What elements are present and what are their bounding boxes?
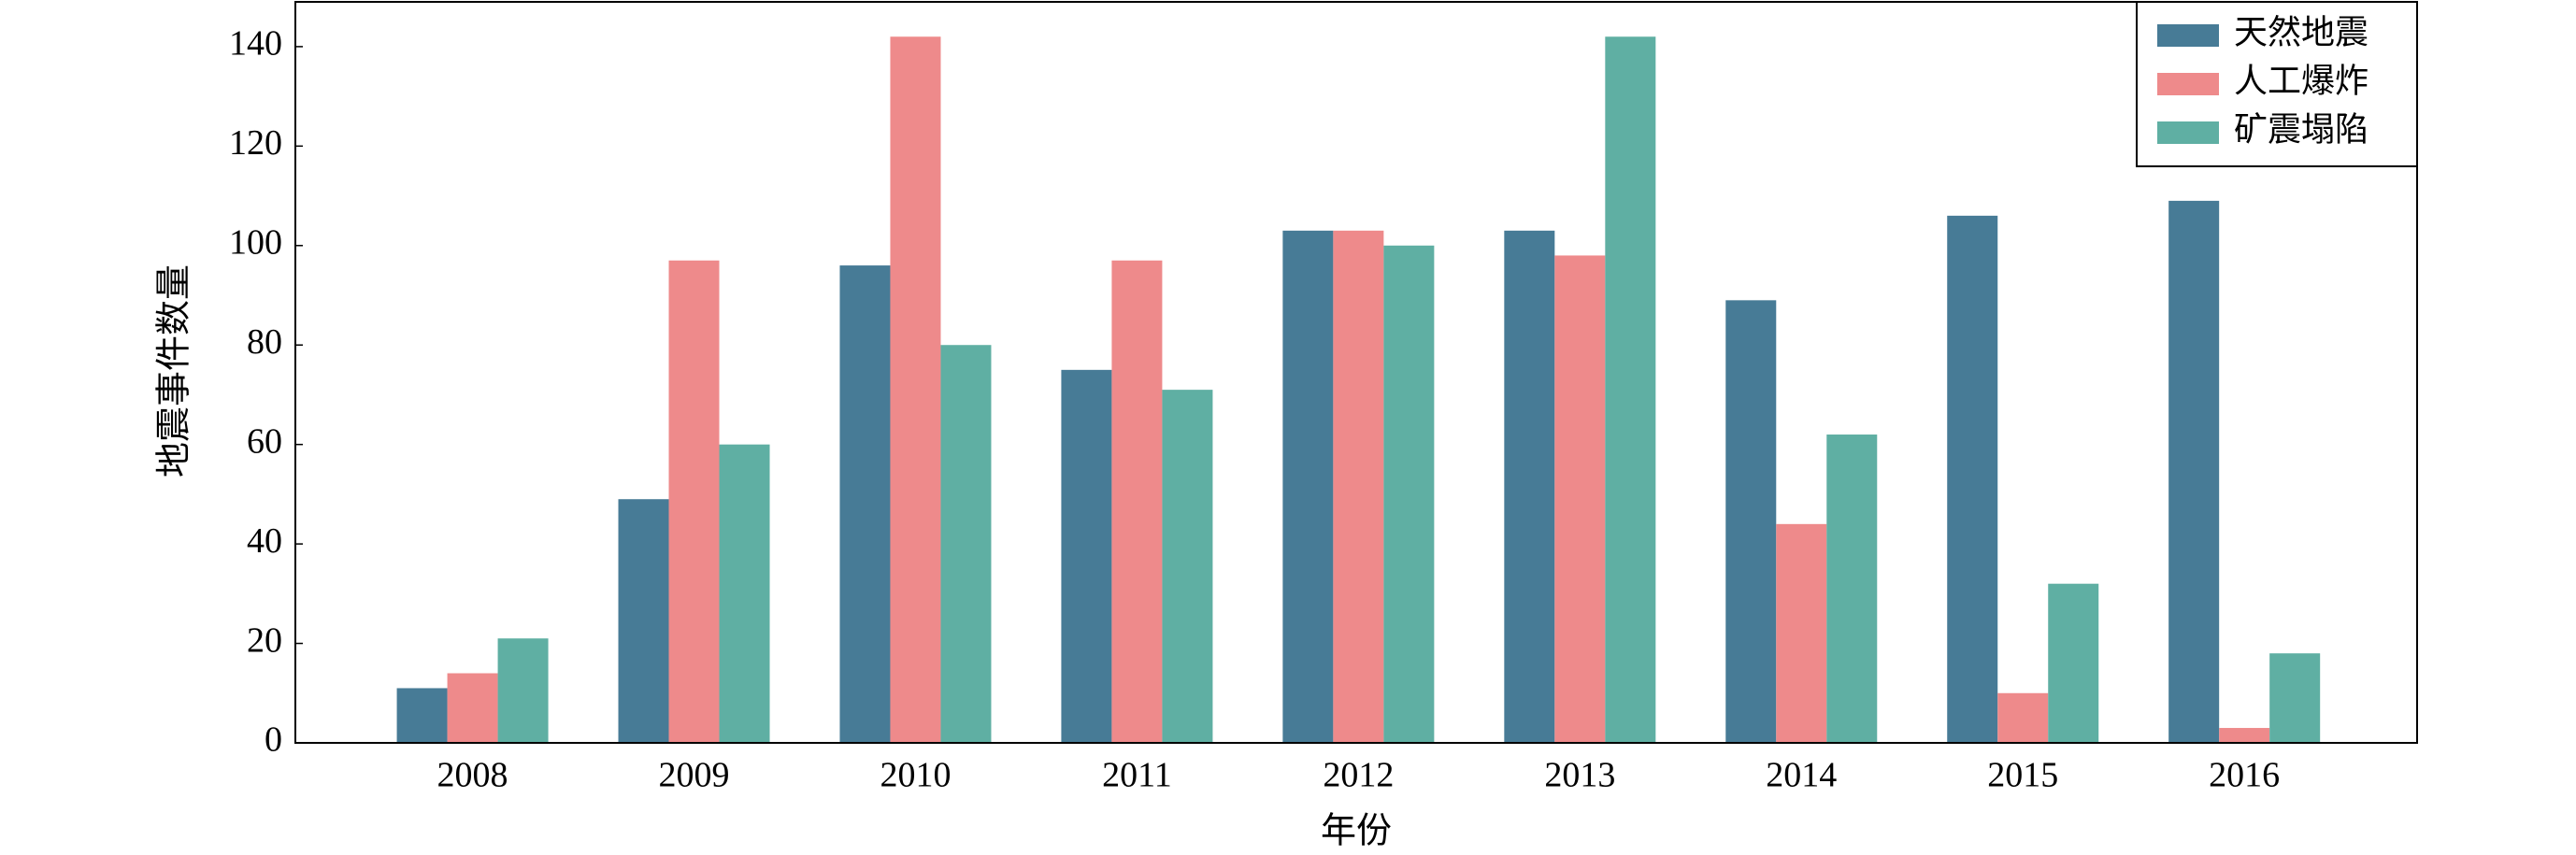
y-tick-label: 120: [229, 123, 282, 163]
bar: [668, 260, 720, 743]
bar: [1725, 300, 1777, 743]
bar: [1061, 369, 1112, 743]
bar: [1947, 215, 1998, 743]
legend-swatch: [2157, 24, 2219, 47]
y-tick-label: 40: [247, 521, 282, 561]
bar: [447, 673, 498, 743]
bar: [890, 36, 941, 744]
bar: [1111, 260, 1163, 743]
legend-label: 人工爆炸: [2234, 62, 2368, 99]
bar: [497, 638, 549, 743]
x-tick-label: 2008: [437, 756, 508, 795]
bar: [1162, 390, 1213, 743]
x-axis-label: 年份: [1321, 812, 1392, 851]
bar: [1282, 230, 1334, 743]
y-tick-label: 100: [229, 223, 282, 263]
x-tick-label: 2016: [2209, 756, 2280, 795]
bar: [618, 499, 669, 743]
x-tick-label: 2011: [1102, 756, 1172, 795]
y-axis-label: 地震事件数量: [155, 264, 194, 477]
bar: [1776, 523, 1827, 743]
bar: [2219, 728, 2270, 743]
legend-label: 矿震塌陷: [2234, 110, 2368, 148]
x-tick-label: 2015: [1987, 756, 2058, 795]
y-tick-label: 60: [247, 421, 282, 461]
bar: [2269, 653, 2321, 743]
y-tick-label: 80: [247, 322, 282, 362]
x-tick-label: 2014: [1766, 756, 1837, 795]
bar: [2048, 583, 2099, 743]
bar: [1826, 435, 1878, 743]
bar: [1383, 245, 1435, 743]
bar: [719, 444, 770, 743]
bar: [940, 345, 992, 743]
bar: [839, 265, 891, 743]
y-tick-label: 140: [229, 24, 282, 64]
x-tick-label: 2013: [1544, 756, 1615, 795]
plot-frame: [294, 1, 2418, 744]
bar: [1333, 230, 1384, 743]
bar: [396, 688, 448, 743]
legend-swatch: [2157, 73, 2219, 95]
bar: [1554, 255, 1606, 743]
x-tick-label: 2010: [880, 756, 951, 795]
bar: [1504, 230, 1555, 743]
legend-swatch: [2157, 121, 2219, 144]
bar: [1605, 36, 1656, 744]
y-tick-label: 20: [247, 620, 282, 660]
legend-label: 天然地震: [2234, 13, 2368, 50]
x-tick-label: 2012: [1323, 756, 1394, 795]
y-tick-label: 0: [265, 720, 282, 760]
bar: [2168, 200, 2220, 743]
bar: [1997, 692, 2049, 743]
x-tick-label: 2009: [659, 756, 730, 795]
